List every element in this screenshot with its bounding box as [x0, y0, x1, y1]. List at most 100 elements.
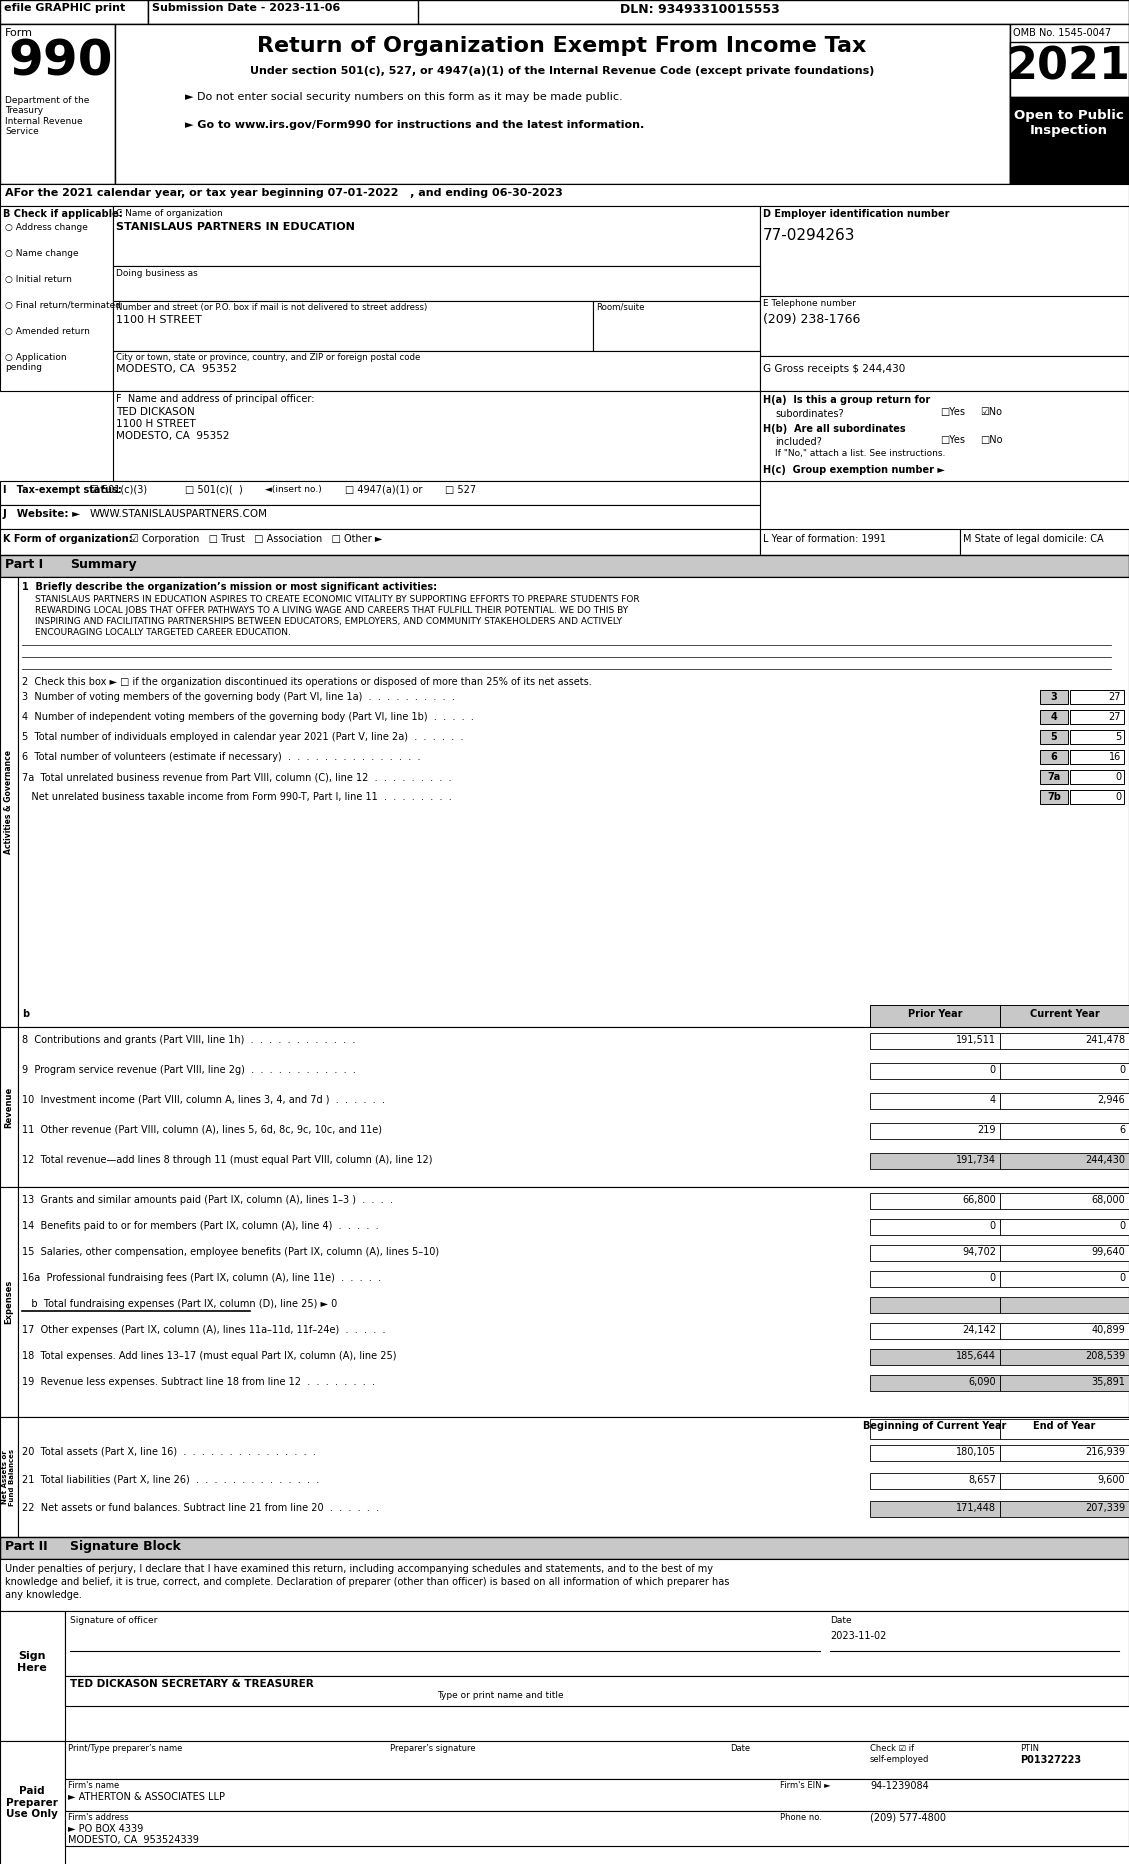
- Bar: [1000, 1005, 1129, 1027]
- Bar: [18, 578, 1129, 1027]
- Text: 5: 5: [1114, 733, 1121, 742]
- Text: 0: 0: [990, 1273, 996, 1282]
- Text: 7b: 7b: [1047, 792, 1061, 802]
- Bar: [870, 1297, 1000, 1312]
- Bar: [1040, 731, 1068, 744]
- Bar: [65, 1812, 1129, 1845]
- Text: any knowledge.: any knowledge.: [5, 1590, 82, 1599]
- Text: □Yes: □Yes: [940, 406, 965, 418]
- Text: ► ATHERTON & ASSOCIATES LLP: ► ATHERTON & ASSOCIATES LLP: [68, 1791, 225, 1802]
- Text: Check ☑ if: Check ☑ if: [870, 1745, 914, 1752]
- Text: 219: 219: [978, 1126, 996, 1135]
- Text: 27: 27: [1109, 712, 1121, 721]
- Text: Date: Date: [830, 1616, 851, 1625]
- Text: TED DICKASON: TED DICKASON: [116, 406, 194, 418]
- Text: 191,734: 191,734: [956, 1156, 996, 1165]
- Text: 10  Investment income (Part VIII, column A, lines 3, 4, and 7d )  .  .  .  .  . : 10 Investment income (Part VIII, column …: [21, 1094, 385, 1105]
- Bar: [1000, 1501, 1129, 1517]
- Text: ○ Final return/terminated: ○ Final return/terminated: [5, 300, 121, 309]
- Bar: [870, 1245, 1000, 1262]
- Text: Prior Year: Prior Year: [908, 1008, 962, 1020]
- Text: 4  Number of independent voting members of the governing body (Part VI, line 1b): 4 Number of independent voting members o…: [21, 712, 474, 721]
- Text: ☑ 501(c)(3): ☑ 501(c)(3): [90, 485, 147, 496]
- Text: ► PO BOX 4339: ► PO BOX 4339: [68, 1825, 143, 1834]
- Bar: [870, 1376, 1000, 1391]
- Bar: [18, 1187, 1129, 1417]
- Text: 18  Total expenses. Add lines 13–17 (must equal Part IX, column (A), line 25): 18 Total expenses. Add lines 13–17 (must…: [21, 1351, 396, 1361]
- Bar: [870, 1033, 1000, 1049]
- Text: 99,640: 99,640: [1092, 1247, 1124, 1256]
- Bar: [1070, 690, 1124, 705]
- Bar: [1000, 1219, 1129, 1236]
- Text: MODESTO, CA  95352: MODESTO, CA 95352: [116, 363, 237, 375]
- Text: 244,430: 244,430: [1085, 1156, 1124, 1165]
- Bar: [0, 505, 760, 529]
- Bar: [760, 207, 1129, 391]
- Bar: [593, 300, 760, 350]
- Text: 15  Salaries, other compensation, employee benefits (Part IX, column (A), lines : 15 Salaries, other compensation, employe…: [21, 1247, 439, 1256]
- Bar: [0, 0, 1129, 24]
- Bar: [0, 481, 760, 505]
- Text: H(b)  Are all subordinates: H(b) Are all subordinates: [763, 423, 905, 434]
- Bar: [0, 1187, 18, 1417]
- Text: 0: 0: [1119, 1273, 1124, 1282]
- Text: 2,946: 2,946: [1097, 1094, 1124, 1105]
- Text: ○ Address change: ○ Address change: [5, 224, 88, 231]
- Text: 208,539: 208,539: [1085, 1351, 1124, 1361]
- Text: 13  Grants and similar amounts paid (Part IX, column (A), lines 1–3 )  .  .  .  : 13 Grants and similar amounts paid (Part…: [21, 1195, 393, 1204]
- Text: Part II: Part II: [5, 1540, 47, 1553]
- Bar: [0, 1538, 1129, 1558]
- Text: Activities & Governance: Activities & Governance: [5, 749, 14, 854]
- Text: 171,448: 171,448: [956, 1502, 996, 1514]
- Bar: [0, 578, 18, 1027]
- Text: Firm's name: Firm's name: [68, 1780, 120, 1789]
- Text: 1100 H STREET: 1100 H STREET: [116, 419, 195, 429]
- Text: (209) 238-1766: (209) 238-1766: [763, 313, 860, 326]
- Bar: [870, 1062, 1000, 1079]
- Bar: [1040, 690, 1068, 705]
- Text: 7a: 7a: [1048, 772, 1060, 783]
- Text: ► Go to www.irs.gov/Form990 for instructions and the latest information.: ► Go to www.irs.gov/Form990 for instruct…: [185, 119, 645, 130]
- Text: INSPIRING AND FACILITATING PARTNERSHIPS BETWEEN EDUCATORS, EMPLOYERS, AND COMMUN: INSPIRING AND FACILITATING PARTNERSHIPS …: [35, 617, 622, 626]
- Bar: [870, 1419, 1000, 1439]
- Bar: [0, 24, 115, 185]
- Text: self-employed: self-employed: [870, 1756, 929, 1763]
- Bar: [760, 529, 960, 555]
- Text: Phone no.: Phone no.: [780, 1814, 822, 1821]
- Text: K Form of organization:: K Form of organization:: [3, 533, 132, 544]
- Bar: [1000, 1473, 1129, 1489]
- Bar: [1070, 749, 1124, 764]
- Text: 6  Total number of volunteers (estimate if necessary)  .  .  .  .  .  .  .  .  .: 6 Total number of volunteers (estimate i…: [21, 751, 420, 762]
- Text: b: b: [21, 1008, 29, 1020]
- Text: 990: 990: [8, 37, 113, 86]
- Bar: [1040, 770, 1068, 785]
- Text: □ 501(c)(  ): □ 501(c)( ): [185, 485, 243, 496]
- Text: 77-0294263: 77-0294263: [763, 227, 856, 242]
- Text: 3: 3: [1051, 692, 1058, 703]
- Text: included?: included?: [774, 436, 822, 447]
- Text: 22  Net assets or fund balances. Subtract line 21 from line 20  .  .  .  .  .  .: 22 Net assets or fund balances. Subtract…: [21, 1502, 379, 1514]
- Text: 12  Total revenue—add lines 8 through 11 (must equal Part VIII, column (A), line: 12 Total revenue—add lines 8 through 11 …: [21, 1156, 432, 1165]
- Text: 94-1239084: 94-1239084: [870, 1780, 929, 1791]
- Bar: [1000, 1154, 1129, 1169]
- Bar: [113, 300, 593, 350]
- Text: 8,657: 8,657: [969, 1474, 996, 1486]
- Bar: [113, 267, 760, 300]
- Bar: [1010, 24, 1129, 185]
- Text: □ 527: □ 527: [445, 485, 476, 496]
- Text: 14  Benefits paid to or for members (Part IX, column (A), line 4)  .  .  .  .  .: 14 Benefits paid to or for members (Part…: [21, 1221, 378, 1230]
- Bar: [870, 1350, 1000, 1364]
- Text: Revenue: Revenue: [5, 1087, 14, 1128]
- Text: Doing business as: Doing business as: [116, 268, 198, 278]
- Text: knowledge and belief, it is true, correct, and complete. Declaration of preparer: knowledge and belief, it is true, correc…: [5, 1577, 729, 1586]
- Text: P01327223: P01327223: [1019, 1756, 1082, 1765]
- Text: Number and street (or P.O. box if mail is not delivered to street address): Number and street (or P.O. box if mail i…: [116, 304, 427, 311]
- Text: 1  Briefly describe the organization’s mission or most significant activities:: 1 Briefly describe the organization’s mi…: [21, 582, 437, 593]
- Text: 2  Check this box ► □ if the organization discontinued its operations or dispose: 2 Check this box ► □ if the organization…: [21, 677, 592, 688]
- Bar: [760, 356, 1129, 391]
- Bar: [1000, 1122, 1129, 1139]
- Text: 11  Other revenue (Part VIII, column (A), lines 5, 6d, 8c, 9c, 10c, and 11e): 11 Other revenue (Part VIII, column (A),…: [21, 1126, 382, 1135]
- Text: Submission Date - 2023-11-06: Submission Date - 2023-11-06: [152, 4, 340, 13]
- Text: Under section 501(c), 527, or 4947(a)(1) of the Internal Revenue Code (except pr: Under section 501(c), 527, or 4947(a)(1)…: [250, 65, 874, 76]
- Text: (209) 577-4800: (209) 577-4800: [870, 1814, 946, 1823]
